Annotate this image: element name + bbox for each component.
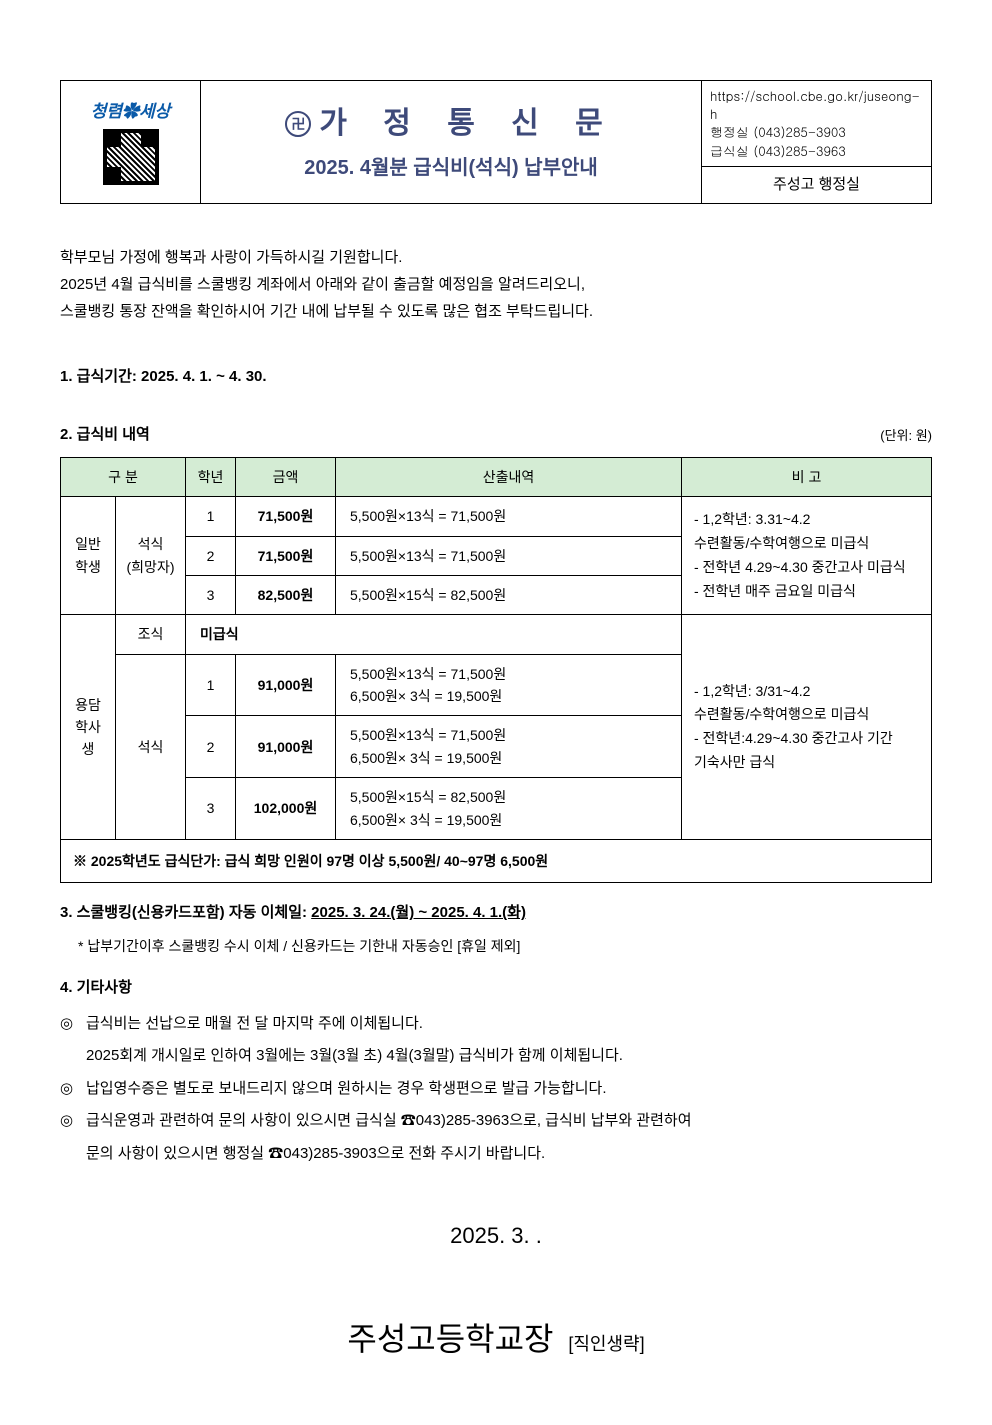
bullet-continuation: 2025회계 개시일로 인하여 3월에는 3월(3월 초) 4월(3월말) 급식…	[86, 1042, 932, 1071]
unit-label: (단위: 원)	[880, 426, 932, 447]
col-amount: 금액	[236, 457, 336, 496]
cell-grade: 2	[186, 716, 236, 778]
cell-calc: 5,500원×13식 = 71,500원 6,500원× 3식 = 19,500…	[336, 716, 682, 778]
intro-line: 2025년 4월 급식비를 스쿨뱅킹 계좌에서 아래와 같이 출금할 예정임을 …	[60, 271, 932, 298]
table-header-row: 구 분 학년 금액 산출내역 비 고	[61, 457, 932, 496]
table-footnote: ※ 2025학년도 급식단가: 급식 희망 인원이 97명 이상 5,500원/…	[61, 840, 932, 883]
g1-cat2: 석식 (희망자)	[116, 497, 186, 615]
cell-calc: 5,500원×13식 = 71,500원	[336, 497, 682, 536]
title-sub: 2025. 4월분 급식비(석식) 납부안내	[304, 152, 598, 184]
section4-heading: 4. 기타사항	[60, 976, 932, 1000]
bullet-mark: ◎	[60, 1010, 86, 1039]
bullet-item: ◎급식비는 선납으로 매월 전 달 마지막 주에 이체됩니다.	[60, 1010, 932, 1039]
g2-cat1: 용담 학사생	[61, 615, 116, 840]
title-seal-icon: 卍	[285, 111, 311, 137]
section3-date-range: 2025. 3. 24.(월) ~ 2025. 4. 1.(화)	[311, 904, 526, 921]
cell-calc: 5,500원×13식 = 71,500원	[336, 536, 682, 575]
cell-amount: 91,000원	[236, 654, 336, 716]
g2-breakfast-label: 조식	[116, 615, 186, 654]
cell-calc: 5,500원×13식 = 71,500원 6,500원× 3식 = 19,500…	[336, 654, 682, 716]
bullet-text: 납입영수증은 별도로 보내드리지 않으며 원하시는 경우 학생편으로 발급 가능…	[86, 1075, 932, 1104]
cell-amount: 82,500원	[236, 575, 336, 614]
bullet-text: 급식비는 선납으로 매월 전 달 마지막 주에 이체됩니다.	[86, 1010, 932, 1039]
bullet-item: ◎급식운영과 관련하여 문의 사항이 있으시면 급식실 ☎043)285-396…	[60, 1107, 932, 1136]
intro-paragraph: 학부모님 가정에 행복과 사랑이 가득하시길 기원합니다. 2025년 4월 급…	[60, 244, 932, 325]
g1-note: - 1,2학년: 3.31~4.2 수련활동/수학여행으로 미급식 - 전학년 …	[682, 497, 932, 615]
section2-heading: 2. 급식비 내역	[60, 423, 150, 447]
g2-note: - 1,2학년: 3/31~4.2 수련활동/수학여행으로 미급식 - 전학년:…	[682, 615, 932, 840]
bullet-mark: ◎	[60, 1075, 86, 1104]
stamp-omitted: [직인생략]	[568, 1334, 644, 1354]
issue-date: 2025. 3. .	[60, 1218, 932, 1253]
bullet-text: 급식운영과 관련하여 문의 사항이 있으시면 급식실 ☎043)285-3963…	[86, 1107, 932, 1136]
cell-grade: 1	[186, 497, 236, 536]
fee-table: 구 분 학년 금액 산출내역 비 고 일반 학생 석식 (희망자) 1 71,5…	[60, 457, 932, 884]
office-label: 주성고 행정실	[702, 167, 931, 203]
logo-block: 청렴✿세상	[61, 81, 201, 203]
g1-cat1: 일반 학생	[61, 497, 116, 615]
cell-grade: 1	[186, 654, 236, 716]
title-main-text: 가 정 통 신 문	[319, 100, 616, 148]
logo-text: 청렴✿세상	[91, 98, 171, 125]
cell-amount: 71,500원	[236, 536, 336, 575]
principal-signature: 주성고등학교장 [직인생략]	[60, 1314, 932, 1365]
section1-heading: 1. 급식기간: 2025. 4. 1. ~ 4. 30.	[60, 365, 932, 389]
qr-code-icon	[103, 129, 159, 185]
title-block: 卍 가 정 통 신 문 2025. 4월분 급식비(석식) 납부안내	[201, 81, 701, 203]
contact-text: https://school.cbe.go.kr/juseong-h 행정실 (…	[702, 81, 931, 167]
g2-dinner-label: 석식	[116, 654, 186, 839]
cell-amount: 71,500원	[236, 497, 336, 536]
bullet-item: ◎납입영수증은 별도로 보내드리지 않으며 원하시는 경우 학생편으로 발급 가…	[60, 1075, 932, 1104]
table-row: 일반 학생 석식 (희망자) 1 71,500원 5,500원×13식 = 71…	[61, 497, 932, 536]
bullet-mark: ◎	[60, 1107, 86, 1136]
section3-heading: 3. 스쿨뱅킹(신용카드포함) 자동 이체일: 2025. 3. 24.(월) …	[60, 901, 932, 925]
cell-calc: 5,500원×15식 = 82,500원 6,500원× 3식 = 19,500…	[336, 778, 682, 840]
cell-grade: 3	[186, 575, 236, 614]
g2-breakfast-value: 미급식	[186, 615, 682, 654]
table-row: 용담 학사생 조식 미급식 - 1,2학년: 3/31~4.2 수련활동/수학여…	[61, 615, 932, 654]
section2-heading-row: 2. 급식비 내역 (단위: 원)	[60, 423, 932, 447]
cell-grade: 2	[186, 536, 236, 575]
section4-list: ◎급식비는 선납으로 매월 전 달 마지막 주에 이체됩니다.2025회계 개시…	[60, 1010, 932, 1169]
title-main: 卍 가 정 통 신 문	[285, 100, 616, 148]
table-footnote-row: ※ 2025학년도 급식단가: 급식 희망 인원이 97명 이상 5,500원/…	[61, 840, 932, 883]
cell-calc: 5,500원×15식 = 82,500원	[336, 575, 682, 614]
col-category: 구 분	[61, 457, 186, 496]
contact-block: https://school.cbe.go.kr/juseong-h 행정실 (…	[701, 81, 931, 203]
col-note: 비 고	[682, 457, 932, 496]
col-grade: 학년	[186, 457, 236, 496]
signer-name: 주성고등학교장	[347, 1321, 553, 1357]
intro-line: 스쿨뱅킹 통장 잔액을 확인하시어 기간 내에 납부될 수 있도록 많은 협조 …	[60, 298, 932, 325]
col-calc: 산출내역	[336, 457, 682, 496]
cell-grade: 3	[186, 778, 236, 840]
bullet-continuation: 문의 사항이 있으시면 행정실 ☎043)285-3903으로 전화 주시기 바…	[86, 1140, 932, 1169]
intro-line: 학부모님 가정에 행복과 사랑이 가득하시길 기원합니다.	[60, 244, 932, 271]
section3-prefix: 3. 스쿨뱅킹(신용카드포함) 자동 이체일:	[60, 904, 311, 921]
cell-amount: 102,000원	[236, 778, 336, 840]
section3-sub: * 납부기간이후 스쿨뱅킹 수시 이체 / 신용카드는 기한내 자동승인 [휴일…	[78, 935, 932, 957]
letterhead: 청렴✿세상 卍 가 정 통 신 문 2025. 4월분 급식비(석식) 납부안내…	[60, 80, 932, 204]
cell-amount: 91,000원	[236, 716, 336, 778]
